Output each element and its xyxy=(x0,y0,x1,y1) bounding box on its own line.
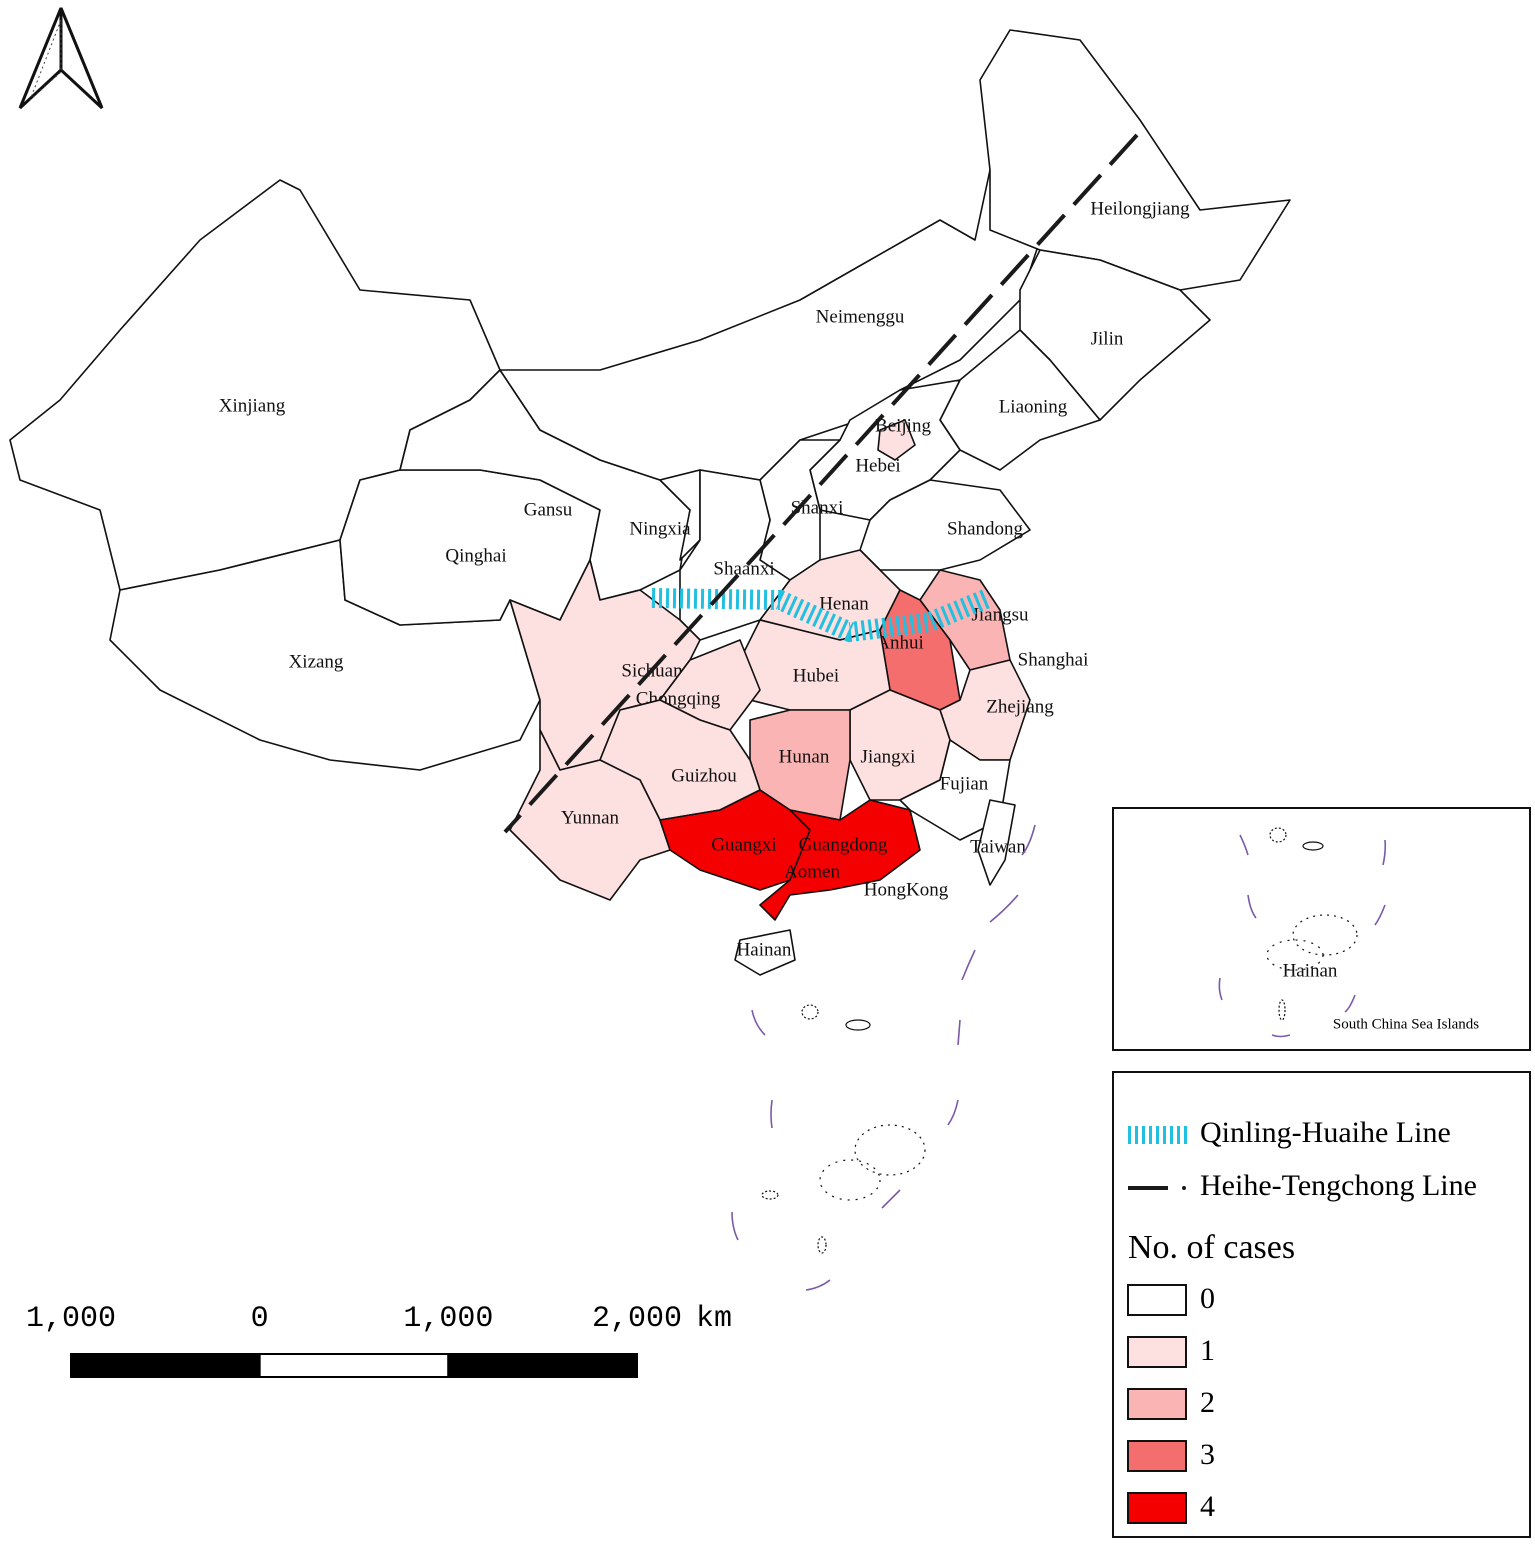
region: Hubei xyxy=(739,619,891,711)
region-label: Gansu xyxy=(524,499,573,520)
scale-segment xyxy=(258,1353,450,1378)
region-label: Guangdong xyxy=(799,834,888,855)
region-shape xyxy=(759,799,921,921)
legend-swatch xyxy=(1127,1440,1187,1472)
north-arrow xyxy=(18,7,104,110)
region: Jiangxi xyxy=(849,689,951,801)
region-label: Qinghai xyxy=(445,545,506,566)
region: Shandong xyxy=(859,479,1031,571)
region-label: Jiangsu xyxy=(972,604,1030,625)
region-label: HongKong xyxy=(864,879,949,900)
region: Fujian xyxy=(899,739,1011,841)
islands xyxy=(731,824,1036,1291)
region: Anhui xyxy=(876,589,961,711)
region-label: Guizhou xyxy=(671,765,737,786)
legend-swatch xyxy=(1127,1492,1187,1524)
region-shape xyxy=(877,419,916,461)
region-label: Liaoning xyxy=(999,396,1068,417)
region-shape xyxy=(509,729,671,901)
legend-label: 1 xyxy=(1200,1334,1215,1367)
scale-unit: km xyxy=(696,1302,732,1336)
scale-label: 0 xyxy=(251,1302,269,1336)
region-label: Aomen xyxy=(784,861,840,882)
region-label: Zhejiang xyxy=(986,696,1054,717)
region-label: Hunan xyxy=(779,746,830,767)
legend-label: Qinling-Huaihe Line xyxy=(1200,1116,1451,1149)
region: Taiwan xyxy=(970,799,1026,886)
scale-label: 2,000 xyxy=(592,1302,682,1336)
region-label: Shandong xyxy=(947,518,1024,539)
region-label: Yunnan xyxy=(561,807,620,828)
region: Qinghai xyxy=(339,469,601,626)
region-label: Shaanxi xyxy=(713,558,774,579)
region-label: Xinjiang xyxy=(219,395,286,416)
region-label: Ningxia xyxy=(629,518,691,539)
region-label: Jilin xyxy=(1091,328,1124,349)
legend-swatch xyxy=(1127,1336,1187,1368)
inset-label: Hainan xyxy=(1283,960,1338,981)
qinling-huaihe-line xyxy=(651,588,992,643)
scale-bar: 1,000 0 1,000 2,000 km xyxy=(26,1302,732,1378)
region-label: Jiangxi xyxy=(861,746,916,767)
region-shape xyxy=(1019,249,1211,421)
region-label: Hebei xyxy=(855,455,900,476)
legend-label: 0 xyxy=(1200,1282,1215,1315)
region-label: Taiwan xyxy=(970,836,1026,857)
scale-segment xyxy=(447,1353,639,1378)
region-label: Xizang xyxy=(289,651,344,672)
region-label: Fujian xyxy=(940,773,989,794)
region: Ningxia xyxy=(629,469,701,561)
legend-title: No. of cases xyxy=(1128,1229,1295,1266)
region: Guangdong xyxy=(759,799,921,921)
scale-segment xyxy=(70,1353,261,1378)
region-label: Anhui xyxy=(876,632,924,653)
region-label: Heilongjiang xyxy=(1090,198,1190,219)
legend-label: 3 xyxy=(1200,1438,1215,1471)
region: Beijing xyxy=(875,415,931,461)
region-label: Hainan xyxy=(737,939,792,960)
inset-title: South China Sea Islands xyxy=(1333,1016,1479,1032)
region-shape xyxy=(977,799,1016,886)
region: Hainan xyxy=(734,929,796,976)
legend: No. of cases Qinling-Huaihe Line Heihe-Te… xyxy=(1112,1071,1531,1538)
region-label: Guangxi xyxy=(711,834,776,855)
region: Guangxi xyxy=(659,789,811,891)
legend-swatch xyxy=(1127,1388,1187,1420)
heihe-tengchong-line xyxy=(503,133,1139,834)
region-label: Shanghai xyxy=(1018,649,1089,670)
legend-symbol xyxy=(1182,1186,1186,1190)
scale-label: 1,000 xyxy=(403,1302,493,1336)
legend-label: 4 xyxy=(1200,1490,1215,1523)
legend-label: 2 xyxy=(1200,1386,1215,1419)
region-label: Henan xyxy=(819,593,869,614)
region-label: Neimenggu xyxy=(816,306,905,327)
region: Jiangsu xyxy=(919,569,1030,671)
region-label: Beijing xyxy=(875,415,931,436)
inset: Hainan South China Sea Islands xyxy=(1112,807,1531,1051)
region-label: Hubei xyxy=(793,665,839,686)
region: Yunnan xyxy=(509,729,671,901)
region: Hunan xyxy=(749,709,851,821)
region-shape xyxy=(734,929,796,976)
legend-label: Heihe-Tengchong Line xyxy=(1200,1169,1477,1202)
region: Jilin xyxy=(1019,249,1211,421)
region: Zhejiang xyxy=(939,659,1054,761)
region-shape xyxy=(659,469,701,561)
scale-label: 1,000 xyxy=(26,1302,116,1336)
legend-swatch xyxy=(1127,1284,1187,1316)
